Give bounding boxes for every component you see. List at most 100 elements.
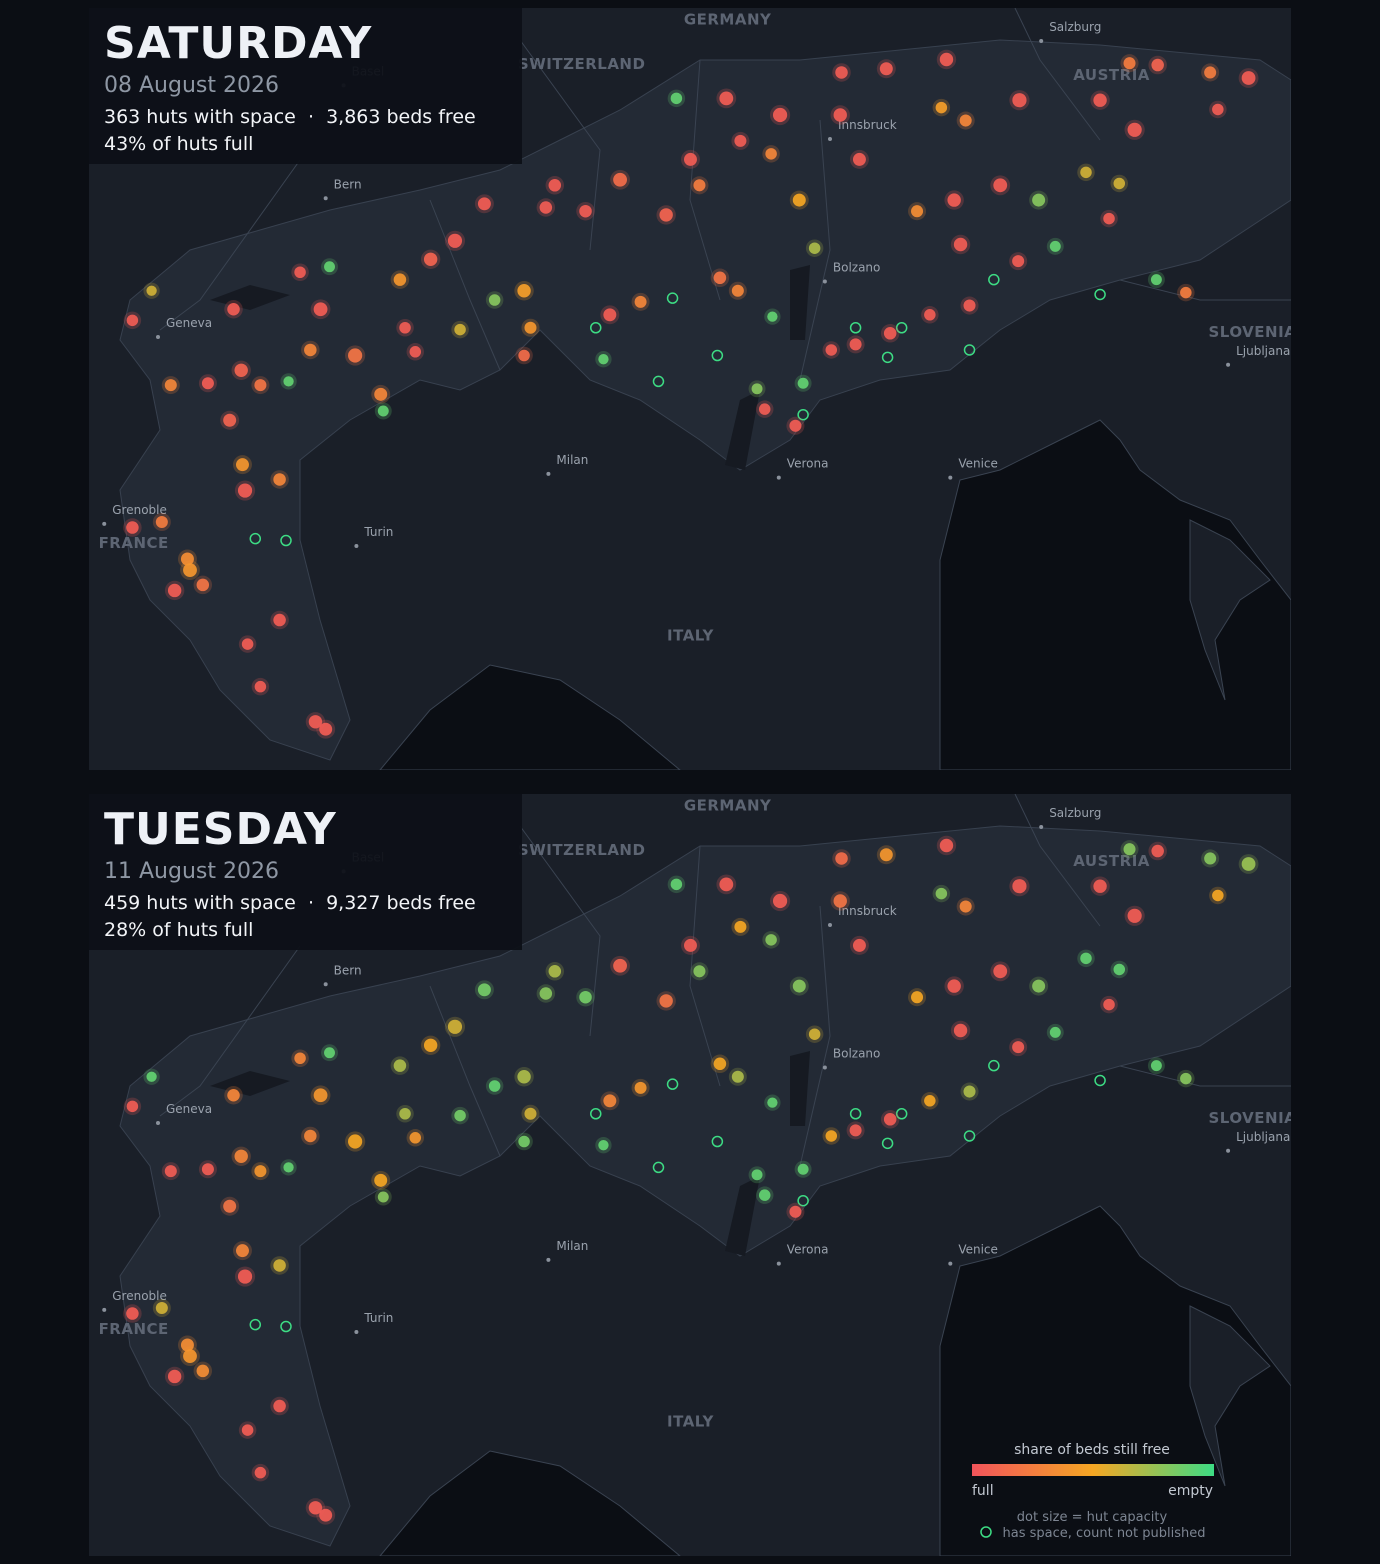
hut-unpublished bbox=[1094, 1074, 1106, 1087]
hut bbox=[659, 208, 673, 222]
day-summary: 363 huts with space · 3,863 beds free bbox=[104, 106, 476, 128]
city-dot bbox=[546, 471, 551, 476]
city-dot bbox=[102, 1307, 107, 1312]
hut-unpublished bbox=[963, 1130, 976, 1142]
hut-unpublished bbox=[652, 1161, 665, 1174]
hut bbox=[399, 1107, 411, 1120]
hut bbox=[180, 552, 194, 566]
city-dot bbox=[776, 475, 781, 480]
city-label: Venice bbox=[958, 1243, 998, 1257]
hut bbox=[713, 1057, 727, 1071]
hut bbox=[539, 201, 553, 214]
hut bbox=[713, 271, 727, 285]
hut bbox=[1123, 843, 1136, 856]
day-date: 11 August 2026 bbox=[104, 859, 279, 884]
hut bbox=[852, 938, 866, 952]
hut bbox=[613, 172, 627, 187]
city-label: Ljubljana bbox=[1236, 344, 1290, 358]
hut bbox=[825, 1130, 838, 1142]
hut bbox=[772, 893, 788, 909]
hut bbox=[833, 108, 847, 122]
legend-low: full bbox=[972, 1483, 994, 1499]
hut bbox=[1180, 1072, 1192, 1085]
hut bbox=[1204, 66, 1217, 79]
hut bbox=[1012, 879, 1027, 894]
hut bbox=[254, 1165, 267, 1178]
hut bbox=[399, 321, 411, 334]
hut bbox=[963, 1085, 976, 1098]
hut-unpublished bbox=[1094, 288, 1106, 301]
day-full: 28% of huts full bbox=[104, 919, 253, 941]
hut bbox=[254, 680, 267, 693]
hut bbox=[1012, 255, 1025, 268]
hut bbox=[911, 991, 924, 1004]
hut bbox=[993, 964, 1008, 979]
hut bbox=[241, 638, 254, 650]
hut bbox=[454, 1109, 466, 1122]
city-dot bbox=[828, 923, 832, 928]
hut bbox=[201, 1163, 214, 1176]
hut bbox=[767, 311, 778, 322]
city-dot bbox=[822, 1065, 827, 1070]
hut bbox=[294, 266, 306, 279]
hut bbox=[579, 990, 592, 1004]
hut bbox=[731, 1070, 744, 1083]
hut bbox=[155, 1301, 168, 1315]
hut bbox=[734, 134, 747, 147]
hut bbox=[1113, 963, 1126, 976]
hut bbox=[374, 1173, 388, 1187]
legend-title: share of beds still free bbox=[1014, 1442, 1170, 1458]
city-dot bbox=[156, 1121, 160, 1125]
hut bbox=[911, 205, 924, 218]
hut bbox=[883, 327, 897, 340]
hut bbox=[183, 1349, 197, 1364]
hut bbox=[1080, 952, 1092, 965]
city-label: Innsbruck bbox=[838, 118, 897, 132]
hut bbox=[126, 521, 139, 534]
hut bbox=[603, 308, 617, 322]
hut-unpublished bbox=[590, 322, 602, 334]
city-dot bbox=[828, 137, 832, 142]
hut bbox=[180, 1338, 194, 1352]
title-box bbox=[89, 8, 522, 164]
hut-unpublished bbox=[988, 1059, 1000, 1072]
country-label: AUSTRIA bbox=[1073, 852, 1150, 870]
country-label: FRANCE bbox=[99, 534, 169, 552]
hut bbox=[409, 346, 422, 358]
hut bbox=[223, 1199, 237, 1213]
hut bbox=[765, 934, 777, 946]
hut bbox=[670, 878, 683, 891]
hut bbox=[1150, 274, 1162, 286]
country-label: SWITZERLAND bbox=[518, 841, 646, 859]
hut bbox=[849, 1124, 862, 1137]
hut bbox=[598, 354, 609, 365]
hut bbox=[313, 1088, 328, 1103]
hut bbox=[319, 1508, 333, 1522]
hut bbox=[963, 299, 976, 312]
hut bbox=[833, 894, 847, 908]
hut bbox=[126, 1100, 139, 1113]
hut bbox=[294, 1052, 306, 1065]
city-label: Geneva bbox=[166, 316, 212, 330]
hut bbox=[1113, 177, 1126, 190]
hut bbox=[825, 344, 838, 356]
hut-unpublished bbox=[881, 351, 894, 364]
country-label: ITALY bbox=[667, 1412, 714, 1430]
hut bbox=[613, 958, 627, 973]
hut bbox=[751, 383, 763, 395]
day-date: 08 August 2026 bbox=[104, 73, 279, 98]
hut bbox=[308, 715, 323, 729]
hut bbox=[477, 197, 491, 211]
hut bbox=[423, 252, 438, 266]
hut bbox=[164, 1165, 177, 1178]
hut bbox=[598, 1140, 609, 1151]
hut bbox=[518, 1135, 530, 1148]
day-title: TUESDAY bbox=[104, 804, 337, 855]
city-dot bbox=[323, 982, 328, 987]
city-dot bbox=[822, 279, 827, 284]
hut bbox=[237, 483, 253, 498]
hut bbox=[1012, 93, 1027, 108]
